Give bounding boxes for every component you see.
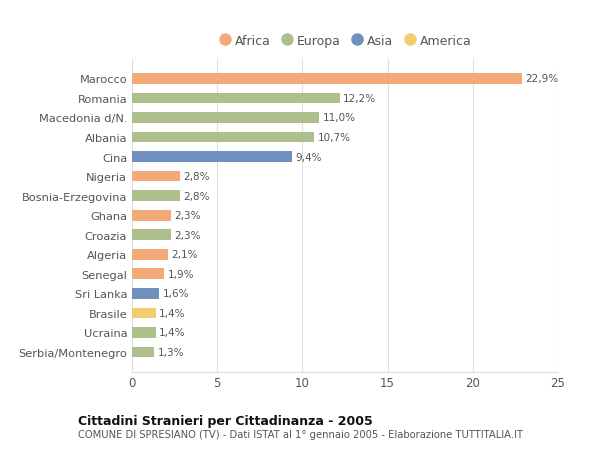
Text: 2,3%: 2,3%	[175, 230, 201, 240]
Text: Cittadini Stranieri per Cittadinanza - 2005: Cittadini Stranieri per Cittadinanza - 2…	[78, 414, 373, 428]
Bar	[132, 249, 168, 260]
Bar	[132, 93, 340, 104]
Text: 2,1%: 2,1%	[171, 250, 197, 260]
Bar	[132, 288, 159, 299]
Text: 10,7%: 10,7%	[318, 133, 351, 143]
Text: 11,0%: 11,0%	[323, 113, 356, 123]
Bar	[132, 132, 314, 143]
Text: 1,4%: 1,4%	[159, 308, 186, 318]
Bar	[132, 210, 171, 221]
Bar	[132, 269, 164, 280]
Bar	[132, 327, 156, 338]
Text: 1,3%: 1,3%	[158, 347, 184, 357]
Text: 9,4%: 9,4%	[296, 152, 322, 162]
Bar	[132, 74, 522, 84]
Bar	[132, 308, 156, 319]
Text: 1,9%: 1,9%	[168, 269, 194, 279]
Text: 22,9%: 22,9%	[526, 74, 559, 84]
Bar	[132, 152, 292, 162]
Text: 1,4%: 1,4%	[159, 328, 186, 338]
Bar	[132, 191, 180, 202]
Text: 2,3%: 2,3%	[175, 211, 201, 221]
Text: 2,8%: 2,8%	[183, 191, 209, 201]
Text: 1,6%: 1,6%	[163, 289, 189, 299]
Text: COMUNE DI SPRESIANO (TV) - Dati ISTAT al 1° gennaio 2005 - Elaborazione TUTTITAL: COMUNE DI SPRESIANO (TV) - Dati ISTAT al…	[78, 429, 523, 439]
Text: 2,8%: 2,8%	[183, 172, 209, 182]
Bar	[132, 347, 154, 358]
Bar	[132, 113, 319, 123]
Bar	[132, 230, 171, 241]
Legend: Africa, Europa, Asia, America: Africa, Europa, Asia, America	[215, 32, 475, 52]
Text: 12,2%: 12,2%	[343, 94, 376, 104]
Bar	[132, 171, 180, 182]
